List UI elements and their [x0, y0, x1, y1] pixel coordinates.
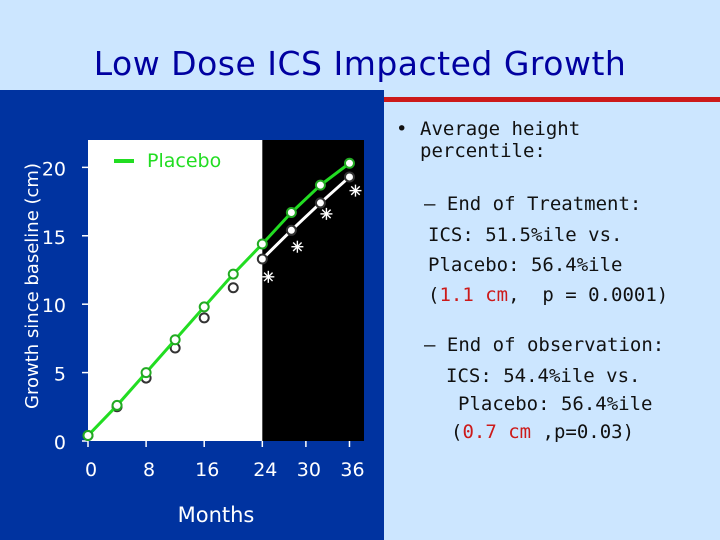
data-point-placebo	[169, 334, 181, 346]
observation-difference: (0.7 cm ,p=0.03)	[451, 421, 634, 443]
data-point-placebo	[227, 268, 239, 280]
data-point-placebo	[256, 238, 268, 250]
significance-star	[349, 184, 362, 197]
legend-star-icon	[118, 202, 130, 214]
data-point-placebo	[198, 301, 210, 313]
observation-region	[262, 140, 364, 441]
data-point-placebo	[140, 367, 152, 379]
title-divider	[382, 97, 720, 102]
treatment-heading: – End of Treatment:	[424, 193, 642, 215]
bullet-main-line1: Average height	[420, 118, 581, 140]
legend-label: ICS	[147, 174, 178, 196]
data-point-placebo	[285, 207, 297, 219]
data-point-ics	[343, 171, 355, 183]
series-line-placebo	[86, 162, 351, 437]
x-axis-label: Months	[178, 503, 255, 527]
bullet-main: • Average height percentile:	[396, 118, 716, 162]
significance-star	[320, 207, 333, 220]
x-tick-label: 24	[253, 459, 277, 481]
observation-pvalue: ,p=0.03)	[531, 421, 635, 443]
data-point-ics	[314, 197, 326, 209]
observation-paren: (	[451, 421, 463, 443]
x-tick-label: 36	[340, 459, 364, 481]
data-point-ics	[198, 312, 210, 324]
y-tick-label: 0	[54, 432, 66, 454]
treatment-ics: ICS: 51.5%ile vs.	[428, 224, 623, 246]
y-tick-label: 10	[42, 295, 66, 317]
y-tick-label: 15	[42, 227, 66, 249]
significance-star	[175, 358, 188, 371]
significance-star	[204, 325, 217, 338]
observation-placebo: Placebo: 56.4%ile	[458, 393, 653, 415]
treatment-diff-value: 1.1 cm	[439, 284, 509, 306]
data-point-ics	[285, 224, 297, 236]
y-tick-label: 20	[42, 158, 66, 180]
significance-star	[146, 381, 159, 394]
treatment-difference: (1.1 cm, p = 0.0001)	[428, 284, 668, 306]
y-axis-label: Growth since baseline (cm)	[22, 163, 43, 409]
slide-title: Low Dose ICS Impacted Growth	[93, 44, 627, 83]
observation-diff-value: 0.7 cm	[462, 421, 532, 443]
significance-star	[291, 240, 304, 253]
summary-bullets: • Average height percentile:	[396, 118, 716, 162]
x-tick-label: 0	[85, 459, 97, 481]
treatment-paren: (	[428, 284, 440, 306]
treatment-placebo: Placebo: 56.4%ile	[428, 254, 623, 276]
legend-label: p<0.01	[147, 197, 217, 219]
bullet-dot: •	[396, 118, 408, 140]
data-point-ics	[227, 282, 239, 294]
x-tick-label: 8	[143, 459, 155, 481]
data-point-placebo	[82, 430, 94, 442]
data-point-placebo	[343, 157, 355, 169]
bullet-main-line2: percentile:	[420, 140, 546, 162]
significance-star	[262, 270, 275, 283]
data-point-placebo	[111, 399, 123, 411]
x-tick-label: 16	[195, 459, 219, 481]
x-tick-label: 30	[297, 459, 321, 481]
y-tick-label: 5	[54, 364, 66, 386]
data-point-placebo	[314, 179, 326, 191]
observation-ics: ICS: 54.4%ile vs.	[446, 365, 641, 387]
treatment-pvalue: , p = 0.0001)	[508, 284, 669, 306]
legend-label: Placebo	[147, 150, 221, 172]
series-line-ics	[86, 175, 351, 437]
bullet-main-text: Average height percentile:	[420, 118, 580, 162]
observation-heading: – End of observation:	[424, 334, 665, 356]
data-point-ics	[256, 253, 268, 265]
significance-star	[233, 298, 246, 311]
